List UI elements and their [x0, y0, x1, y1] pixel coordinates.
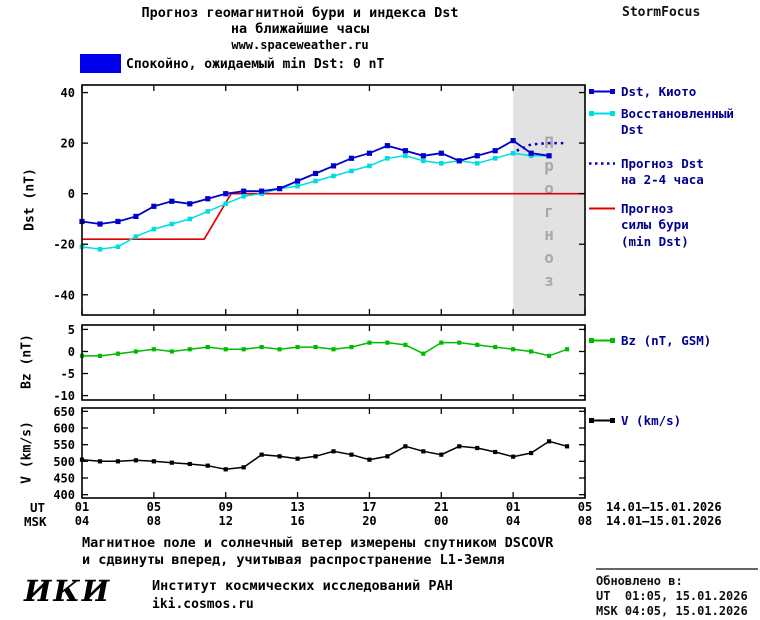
legend-storm-forecast: Прогноз силы бури (min Dst)	[589, 201, 689, 250]
svg-text:12: 12	[218, 514, 232, 528]
svg-text:20: 20	[61, 137, 75, 151]
updated-msk-time: MSK 04:05, 15.01.2026	[596, 604, 748, 618]
svg-text:21: 21	[434, 500, 448, 514]
institute-name: Институт космических исследований РАН	[152, 578, 453, 594]
legend-dst-kyoto: Dst, Киото	[589, 84, 696, 100]
svg-text:450: 450	[53, 472, 75, 486]
legend-dst-forecast-label: Прогноз Dst на 2-4 часа	[621, 156, 704, 188]
reconstructed-dst-line-sample	[589, 111, 615, 116]
svg-text:5: 5	[68, 323, 75, 337]
v-axis-label: V (km/s)	[19, 421, 35, 484]
bz-line-sample	[589, 338, 615, 343]
svg-text:01: 01	[506, 500, 520, 514]
svg-text:04: 04	[75, 514, 89, 528]
svg-text:08: 08	[147, 514, 161, 528]
svg-text:о: о	[544, 179, 554, 198]
legend-storm-forecast-label: Прогноз силы бури (min Dst)	[621, 201, 689, 249]
legend-v: V (km/s)	[589, 413, 681, 429]
bz-axis-label: Bz (nT)	[19, 334, 35, 389]
svg-text:08: 08	[578, 514, 592, 528]
svg-text:00: 00	[434, 514, 448, 528]
legend-bz: Bz (nT, GSM)	[589, 333, 711, 349]
storm-forecast-line-sample	[589, 207, 615, 210]
quiet-status-color-swatch	[80, 54, 121, 73]
svg-text:-10: -10	[53, 389, 75, 403]
svg-text:01: 01	[75, 500, 89, 514]
page-subtitle: на ближайшие часы	[230, 21, 370, 37]
legend-dst-forecast: Прогноз Dst на 2-4 часа	[589, 156, 704, 189]
updated-heading: Обновлено в:	[596, 574, 683, 588]
svg-text:500: 500	[53, 455, 75, 469]
svg-text:17: 17	[362, 500, 376, 514]
svg-text:550: 550	[53, 438, 75, 452]
legend-v-label: V (km/s)	[621, 413, 682, 428]
legend-dst-reconstructed: Восстановленный Dst	[589, 106, 734, 139]
legend-dst-reconstructed-label: Восстановленный Dst	[621, 106, 734, 138]
updated-ut-time: UT 01:05, 15.01.2026	[596, 589, 748, 603]
svg-text:-5: -5	[61, 367, 75, 381]
svg-text:09: 09	[218, 500, 232, 514]
svg-text:16: 16	[290, 514, 304, 528]
v-line-sample	[589, 418, 615, 423]
updated-panel: Обновлено в: UT 01:05, 15.01.2026 MSK 04…	[596, 568, 758, 619]
iki-logo: ИКИ	[24, 574, 112, 608]
data-note-line2: и сдвинуты вперед, учитывая распростране…	[82, 552, 505, 568]
svg-text:13: 13	[290, 500, 304, 514]
svg-text:-40: -40	[53, 288, 75, 302]
svg-text:0: 0	[68, 345, 75, 359]
svg-text:0: 0	[68, 187, 75, 201]
svg-text:-20: -20	[53, 238, 75, 252]
msk-date-range: 14.01–15.01.2026	[606, 514, 722, 528]
svg-text:20: 20	[362, 514, 376, 528]
svg-text:05: 05	[147, 500, 161, 514]
page-title: Прогноз геомагнитной бури и индекса Dst	[141, 5, 459, 21]
svg-text:04: 04	[506, 514, 520, 528]
site-url[interactable]: www.spaceweather.ru	[231, 38, 369, 52]
dst-axis-label: Dst (nT)	[22, 168, 38, 231]
data-note-line1: Магнитное поле и солнечный ветер измерен…	[82, 535, 554, 551]
svg-text:650: 650	[53, 405, 75, 419]
svg-text:05: 05	[578, 500, 592, 514]
dst-kyoto-line-sample	[589, 89, 615, 94]
svg-text:600: 600	[53, 422, 75, 436]
svg-text:р: р	[544, 156, 554, 175]
svg-text:г: г	[544, 202, 554, 221]
svg-text:н: н	[544, 225, 554, 244]
svg-text:о: о	[544, 248, 554, 267]
msk-axis-label: MSK	[24, 514, 47, 529]
ut-date-range: 14.01–15.01.2026	[606, 500, 722, 514]
svg-text:400: 400	[53, 488, 75, 502]
ut-axis-label: UT	[30, 500, 46, 515]
forecast-dst-dotted-line-sample	[589, 162, 615, 165]
legend-bz-label: Bz (nT, GSM)	[621, 333, 712, 348]
institute-site-link[interactable]: iki.cosmos.ru	[152, 597, 254, 612]
legend-dst-kyoto-label: Dst, Киото	[621, 84, 697, 99]
quiet-status-label: Спокойно, ожидаемый min Dst: 0 nT	[126, 57, 385, 72]
brand-name: StormFocus	[622, 5, 701, 20]
svg-text:40: 40	[61, 86, 75, 100]
svg-text:з: з	[544, 271, 554, 290]
